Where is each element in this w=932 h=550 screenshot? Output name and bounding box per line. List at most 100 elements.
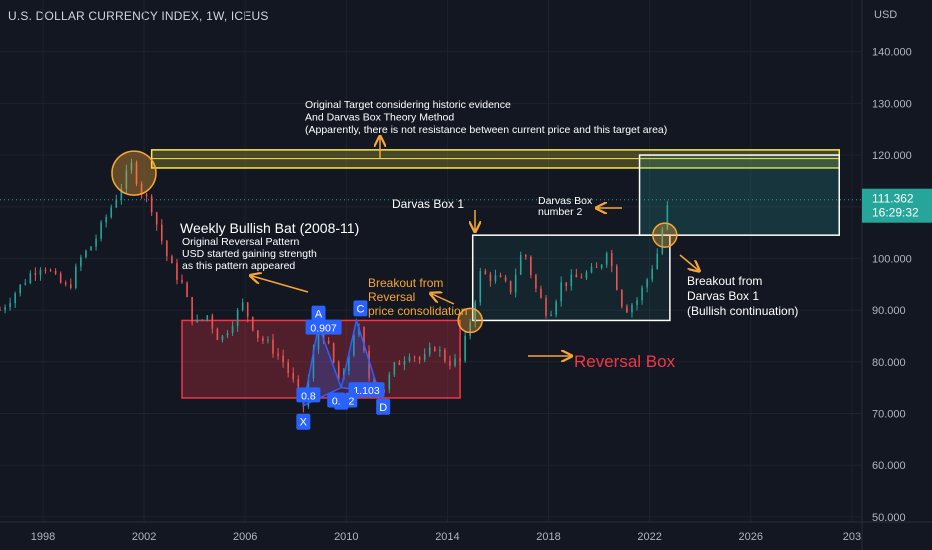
candle-body: [610, 253, 613, 267]
candle-body: [550, 314, 552, 316]
candle-body: [428, 347, 431, 355]
candle-body: [403, 360, 406, 365]
candle-body: [423, 354, 426, 360]
candle-body: [398, 362, 401, 365]
price-tick-label: 100.000: [872, 253, 912, 265]
candle-body: [64, 282, 67, 285]
price-tick-label: 80.000: [872, 357, 906, 369]
candle-body: [292, 373, 295, 380]
pattern-ratio-badge: [305, 319, 342, 335]
pattern-xab: [302, 322, 343, 408]
candle-body: [4, 307, 6, 311]
candle-body: [262, 338, 264, 341]
candle-body: [44, 269, 47, 271]
price-axis[interactable]: USD 50.000 60.000 70.000 80.000 90.000 100.000…: [861, 0, 932, 550]
candle-body: [636, 300, 638, 305]
time-tick-label: 2022: [637, 531, 661, 543]
pattern-point-c: C: [356, 303, 364, 315]
candle-body: [100, 222, 102, 239]
candle-body: [69, 284, 72, 289]
candle-body: [75, 266, 77, 289]
time-axis[interactable]: 1998 2002 2006 2010 2014 2018 2022 2026 203: [0, 521, 932, 543]
candle-body: [105, 217, 107, 223]
candle-body: [110, 207, 113, 218]
candle-body: [585, 272, 588, 279]
candle-body: [439, 349, 441, 351]
pattern-ratio-badge: [327, 392, 346, 408]
candle-body: [196, 319, 198, 323]
candle-body: [166, 240, 168, 257]
breakout-darvas-label: Darvas Box 1: [687, 289, 759, 303]
pattern-point-d: D: [379, 402, 387, 414]
candle-body: [449, 361, 451, 366]
breakout-darvas-arrow: [679, 254, 698, 270]
candle-body: [125, 170, 128, 189]
candle-body: [120, 188, 123, 200]
candle-body: [9, 303, 11, 308]
pattern-ratio-label: 2: [348, 396, 354, 408]
candle-body: [251, 316, 254, 331]
candle-body: [353, 334, 355, 356]
candle-body: [231, 326, 234, 334]
pattern-ratio-label: 0.: [332, 396, 341, 408]
breakout-reversal-label: price consolidation: [368, 304, 467, 318]
time-tick-label: 2026: [739, 531, 763, 543]
breakout-darvas-label: Breakout from: [687, 274, 762, 288]
candle-body: [312, 349, 315, 379]
candle-body: [181, 279, 183, 283]
reversal-box-label: Reversal Box: [574, 352, 676, 371]
bat-pattern-desc: Original Reversal Pattern: [182, 236, 299, 248]
candle-body: [206, 315, 209, 320]
candle-body: [257, 330, 259, 339]
candle-body: [49, 270, 52, 272]
candle-body: [524, 255, 527, 257]
last-price-value: 111.362: [872, 192, 914, 206]
time-tick-label: 1998: [31, 531, 55, 543]
candle-body: [519, 255, 522, 275]
pattern-point-badge: [311, 305, 326, 322]
candle-body: [580, 277, 583, 279]
candle-body: [444, 349, 446, 362]
price-tick-label: 90.000: [872, 305, 906, 317]
target-text-line: (Apparently, there is not resistance bet…: [305, 124, 667, 136]
candle-body: [201, 319, 204, 321]
candle-body: [14, 293, 16, 304]
candle-body: [130, 162, 133, 171]
candle-body: [246, 302, 249, 317]
candle-body: [24, 283, 27, 285]
candle-body: [140, 183, 143, 195]
candle-body: [469, 322, 471, 336]
pattern-point-x: X: [300, 417, 308, 429]
bat-pattern-title: Weekly Bullish Bat (2008-11): [180, 220, 359, 236]
pattern-ratio-badge: [345, 392, 358, 408]
candle-body: [317, 326, 320, 350]
pattern-ratio-label: 0.8: [301, 390, 316, 402]
candle-body: [191, 297, 193, 323]
candle-body: [216, 328, 219, 341]
grid-lines: [0, 0, 862, 522]
pattern-ratio-label: 0.907: [310, 323, 336, 335]
candle-body: [95, 238, 97, 247]
bat-arrow: [252, 276, 309, 293]
pattern-point-a: A: [315, 309, 323, 321]
candle-body: [226, 333, 229, 336]
candle-body: [605, 253, 608, 265]
breakout-reversal-label: Breakout from: [368, 276, 443, 290]
candle-body: [19, 284, 22, 294]
target-text-line: And Darvas Box Theory Method: [305, 112, 454, 124]
bat-pattern-desc: as this pattern appeared: [182, 260, 295, 272]
candle-body: [160, 224, 163, 241]
candle-body: [39, 269, 42, 275]
time-tick-label: 203: [843, 531, 861, 543]
candle-body: [626, 306, 628, 313]
candle-body: [535, 275, 537, 289]
last-price-badge: [862, 188, 932, 223]
candle-body: [34, 273, 37, 275]
price-tick-label: 60.000: [872, 460, 906, 472]
time-tick-label: 2006: [233, 531, 257, 543]
pattern-ratio-badge: [296, 387, 321, 403]
candle-body: [621, 289, 623, 307]
candle-body: [509, 280, 512, 293]
pattern-point-badge: [376, 398, 391, 415]
